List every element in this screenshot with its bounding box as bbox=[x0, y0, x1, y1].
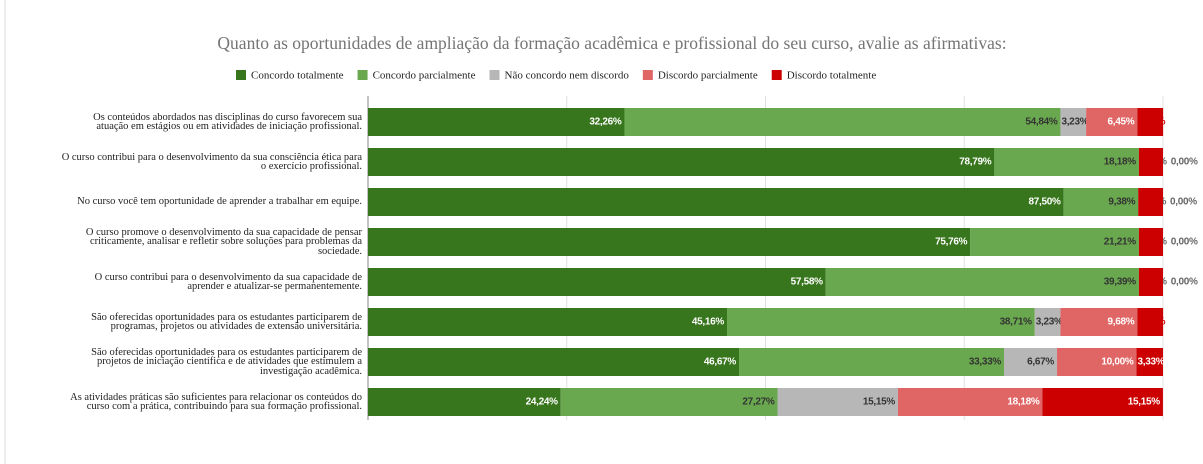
bar-segment bbox=[825, 268, 1139, 296]
data-label: 0,00% bbox=[1170, 197, 1197, 208]
data-label: 0,00% bbox=[1171, 277, 1198, 288]
legend-swatch bbox=[642, 70, 653, 80]
bar-segment bbox=[1138, 188, 1163, 216]
bar-segment bbox=[368, 308, 728, 336]
data-label: 46,67% bbox=[704, 357, 737, 368]
data-label: 10,00% bbox=[1101, 357, 1134, 368]
category-label: O curso contribui para o desenvolvimento… bbox=[61, 151, 362, 172]
legend-swatch bbox=[357, 70, 368, 80]
legend-swatch bbox=[771, 70, 782, 80]
data-label: 39,39% bbox=[1104, 277, 1137, 288]
bar-segment bbox=[368, 388, 561, 416]
bar-segment bbox=[560, 388, 778, 416]
data-label: 38,71% bbox=[1000, 317, 1033, 328]
data-label: 18,18% bbox=[1104, 157, 1137, 168]
data-label: 3,23% bbox=[1138, 117, 1165, 128]
data-label: 3,33% bbox=[1138, 357, 1165, 368]
category-label: O curso promove o desenvolvimento da sua… bbox=[85, 226, 362, 257]
data-label: 0,00% bbox=[1171, 157, 1198, 168]
legend-label: Não concordo nem discordo bbox=[505, 70, 630, 82]
category-label: No curso você tem oportunidade de aprend… bbox=[77, 196, 362, 207]
bar-segment bbox=[1042, 388, 1163, 416]
data-label: 27,27% bbox=[742, 397, 775, 408]
data-label: 21,21% bbox=[1104, 237, 1137, 248]
legend-label: Discordo totalmente bbox=[787, 70, 877, 82]
bar-segment bbox=[368, 188, 1064, 216]
bar-segment bbox=[970, 228, 1139, 256]
bar-segment bbox=[1136, 348, 1163, 376]
bar-segment bbox=[368, 348, 740, 376]
legend-label: Concordo totalmente bbox=[251, 70, 344, 82]
data-label: 54,84% bbox=[1025, 117, 1058, 128]
chart-title: Quanto as oportunidades de ampliação da … bbox=[217, 33, 1006, 53]
data-label: 9,38% bbox=[1108, 197, 1135, 208]
data-label: 18,18% bbox=[1007, 397, 1040, 408]
bar-segment bbox=[1060, 308, 1138, 336]
data-label: 9,68% bbox=[1108, 317, 1135, 328]
category-label: Os conteúdos abordados nas disciplinas d… bbox=[93, 111, 362, 132]
bar-segment bbox=[994, 148, 1139, 176]
legend-label: Concordo parcialmente bbox=[373, 70, 476, 82]
data-label: 3,23% bbox=[1036, 317, 1063, 328]
legend: Concordo totalmente Concordo parcialmente… bbox=[236, 70, 876, 82]
category-label: São oferecidas oportunidades para os est… bbox=[91, 346, 362, 377]
data-label: 78,79% bbox=[959, 157, 992, 168]
bar-segment bbox=[1004, 348, 1058, 376]
data-label: 33,33% bbox=[969, 357, 1002, 368]
category-label: São oferecidas oportunidades para os est… bbox=[91, 311, 362, 332]
bar-segment bbox=[1034, 308, 1061, 336]
data-label: 75,76% bbox=[935, 237, 968, 248]
data-label: 15,15% bbox=[1128, 397, 1161, 408]
bar-segment bbox=[1138, 148, 1163, 176]
data-label: 87,50% bbox=[1029, 197, 1062, 208]
data-label: 3,23% bbox=[1138, 317, 1165, 328]
data-label: 6,45% bbox=[1108, 117, 1135, 128]
data-label: 45,16% bbox=[692, 317, 725, 328]
legend-swatch bbox=[489, 70, 500, 80]
legend-label: Discordo parcialmente bbox=[658, 70, 758, 82]
data-label: 57,58% bbox=[791, 277, 824, 288]
data-label: 32,26% bbox=[589, 117, 622, 128]
bar-segment bbox=[368, 148, 995, 176]
bar-segment bbox=[1063, 188, 1139, 216]
bar-segment bbox=[1138, 228, 1163, 256]
data-label: 15,15% bbox=[863, 397, 896, 408]
bar-segment bbox=[777, 388, 898, 416]
bar-segment bbox=[368, 108, 625, 136]
category-label: O curso contribui para o desenvolvimento… bbox=[94, 271, 362, 292]
category-label: As atividades práticas são suficientes p… bbox=[70, 391, 362, 412]
bar-segment bbox=[624, 108, 1061, 136]
bar-segment bbox=[739, 348, 1004, 376]
bar-segment bbox=[1057, 348, 1137, 376]
bar-segment bbox=[1137, 308, 1164, 336]
bar-segment bbox=[1086, 108, 1138, 136]
legend-swatch bbox=[236, 70, 246, 80]
bar-segment bbox=[897, 388, 1043, 416]
bar-segment bbox=[368, 268, 826, 296]
data-label: 24,24% bbox=[526, 397, 559, 408]
bar-segment bbox=[1060, 108, 1087, 136]
data-label: 0,00% bbox=[1171, 237, 1198, 248]
bar-segment bbox=[368, 228, 971, 256]
data-label: 6,67% bbox=[1027, 357, 1054, 368]
bar-segment bbox=[1138, 268, 1163, 296]
bar-segment bbox=[727, 308, 1035, 336]
data-label: 3,23% bbox=[1061, 117, 1088, 128]
bar-segment bbox=[1137, 108, 1164, 136]
